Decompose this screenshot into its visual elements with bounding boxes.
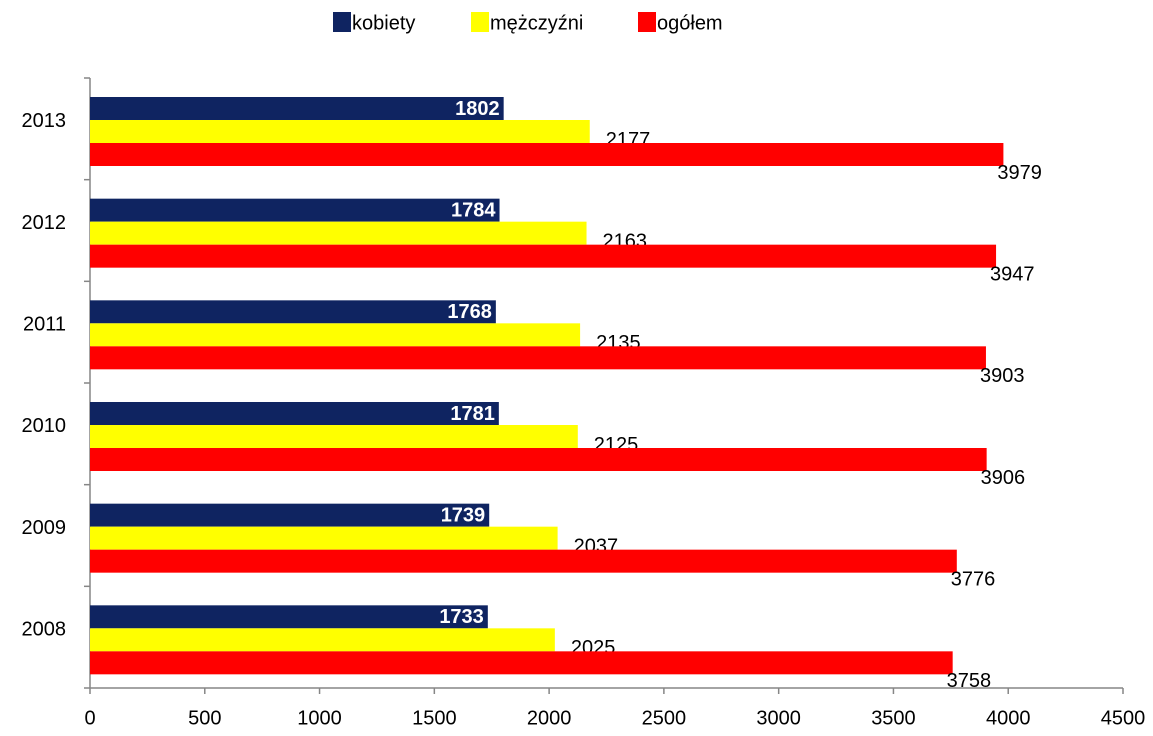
value-label: 3947 (990, 263, 1035, 285)
y-tick-label: 2013 (22, 110, 67, 132)
legend-swatch (333, 12, 351, 32)
value-label: 3903 (980, 365, 1025, 387)
y-tick-label: 2011 (23, 313, 66, 335)
x-tick-label: 1000 (297, 707, 342, 729)
bar (90, 221, 587, 245)
bar (90, 448, 987, 471)
value-label: 1739 (441, 504, 486, 526)
x-tick-label: 2500 (642, 707, 687, 729)
bar (90, 198, 500, 222)
legend-label: kobiety (352, 12, 415, 34)
x-tick-label: 3000 (756, 707, 801, 729)
bar (90, 651, 953, 675)
value-label: 3776 (951, 568, 996, 590)
bar (90, 503, 490, 527)
bar (90, 97, 504, 120)
value-label: 1781 (450, 403, 495, 425)
bar (90, 143, 1004, 166)
value-label: 3758 (947, 670, 992, 692)
bar (90, 628, 555, 652)
legend-swatch (471, 12, 489, 32)
y-tick-label: 2009 (22, 517, 67, 539)
bar (90, 526, 558, 550)
x-tick-label: 2000 (527, 707, 572, 729)
value-label: 1784 (451, 199, 496, 221)
legend-label: mężczyźni (490, 12, 583, 34)
value-label: 1802 (455, 98, 500, 120)
x-tick-label: 4500 (1101, 707, 1146, 729)
value-label: 3906 (981, 467, 1026, 489)
y-tick-label: 2012 (22, 212, 67, 234)
bar (90, 120, 590, 143)
x-tick-label: 0 (84, 707, 95, 729)
bar (90, 244, 997, 268)
bar (90, 402, 499, 425)
bar (90, 346, 986, 370)
x-tick-label: 500 (188, 707, 221, 729)
legend-swatch (638, 12, 656, 32)
value-label: 3979 (997, 162, 1042, 184)
bar (90, 549, 957, 573)
y-tick-label: 2008 (22, 618, 67, 640)
y-tick-label: 2010 (22, 415, 67, 437)
x-tick-label: 4000 (986, 707, 1031, 729)
bar (90, 425, 578, 448)
bar (90, 605, 488, 629)
x-tick-label: 1500 (412, 707, 457, 729)
value-label: 1768 (447, 301, 492, 323)
legend-label: ogółem (657, 12, 723, 34)
bar (90, 300, 496, 324)
x-tick-label: 3500 (871, 707, 916, 729)
value-label: 1733 (439, 606, 484, 628)
bar (90, 323, 581, 347)
